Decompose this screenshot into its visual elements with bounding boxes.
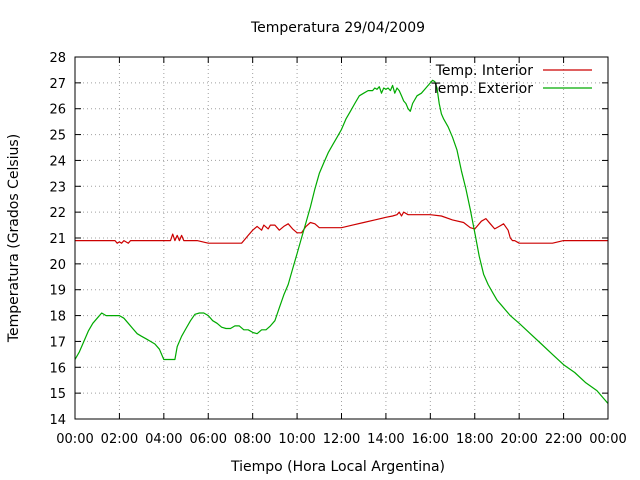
y-tick-label: 18 — [49, 310, 66, 325]
y-tick-label: 17 — [49, 335, 66, 350]
y-tick-label: 15 — [49, 387, 66, 402]
y-axis-title: Temperatura (Grados Celsius) — [6, 134, 22, 343]
chart-title: Temperatura 29/04/2009 — [250, 20, 425, 36]
x-axis-title: Tiempo (Hora Local Argentina) — [230, 459, 445, 475]
y-tick-label: 28 — [49, 51, 66, 66]
x-tick-label: 10:00 — [278, 432, 315, 447]
x-tick-label: 20:00 — [500, 432, 537, 447]
grid — [75, 57, 608, 419]
x-tick-label: 12:00 — [323, 432, 360, 447]
legend: Temp. Interior Temp. Exterior — [431, 63, 592, 97]
y-tick-label: 16 — [49, 361, 66, 376]
x-tick-label: 00:00 — [589, 432, 626, 447]
x-tick-label: 18:00 — [456, 432, 493, 447]
x-axis-tick-labels: 00:00 02:00 04:00 06:00 08:00 10:00 12:00 14:00… — [56, 432, 626, 447]
x-tick-label: 06:00 — [190, 432, 227, 447]
x-tick-label: 02:00 — [101, 432, 138, 447]
y-tick-label: 26 — [49, 103, 66, 118]
y-tick-label: 25 — [49, 129, 66, 144]
legend-label: Temp. Interior — [435, 63, 534, 79]
y-tick-label: 20 — [49, 258, 66, 273]
series-line-temp-exterior — [74, 79, 609, 404]
y-tick-label: 24 — [49, 154, 66, 169]
series-line-temp-interior — [75, 211, 608, 244]
x-tick-label: 16:00 — [412, 432, 449, 447]
y-tick-label: 19 — [49, 284, 66, 299]
y-tick-label: 27 — [49, 77, 66, 92]
legend-label: Temp. Exterior — [431, 81, 534, 97]
y-tick-label: 23 — [49, 180, 66, 195]
x-tick-label: 08:00 — [234, 432, 271, 447]
ticks — [74, 56, 609, 420]
y-axis-tick-labels: 14 15 16 17 18 19 20 21 22 23 24 25 26 27 28 — [49, 51, 66, 428]
y-tick-label: 14 — [49, 413, 66, 428]
y-tick-label: 21 — [49, 232, 66, 247]
x-tick-label: 04:00 — [145, 432, 182, 447]
y-tick-label: 22 — [49, 206, 66, 221]
series-lines — [74, 79, 609, 404]
x-tick-label: 14:00 — [367, 432, 404, 447]
x-tick-label: 00:00 — [56, 432, 93, 447]
x-tick-label: 22:00 — [545, 432, 582, 447]
